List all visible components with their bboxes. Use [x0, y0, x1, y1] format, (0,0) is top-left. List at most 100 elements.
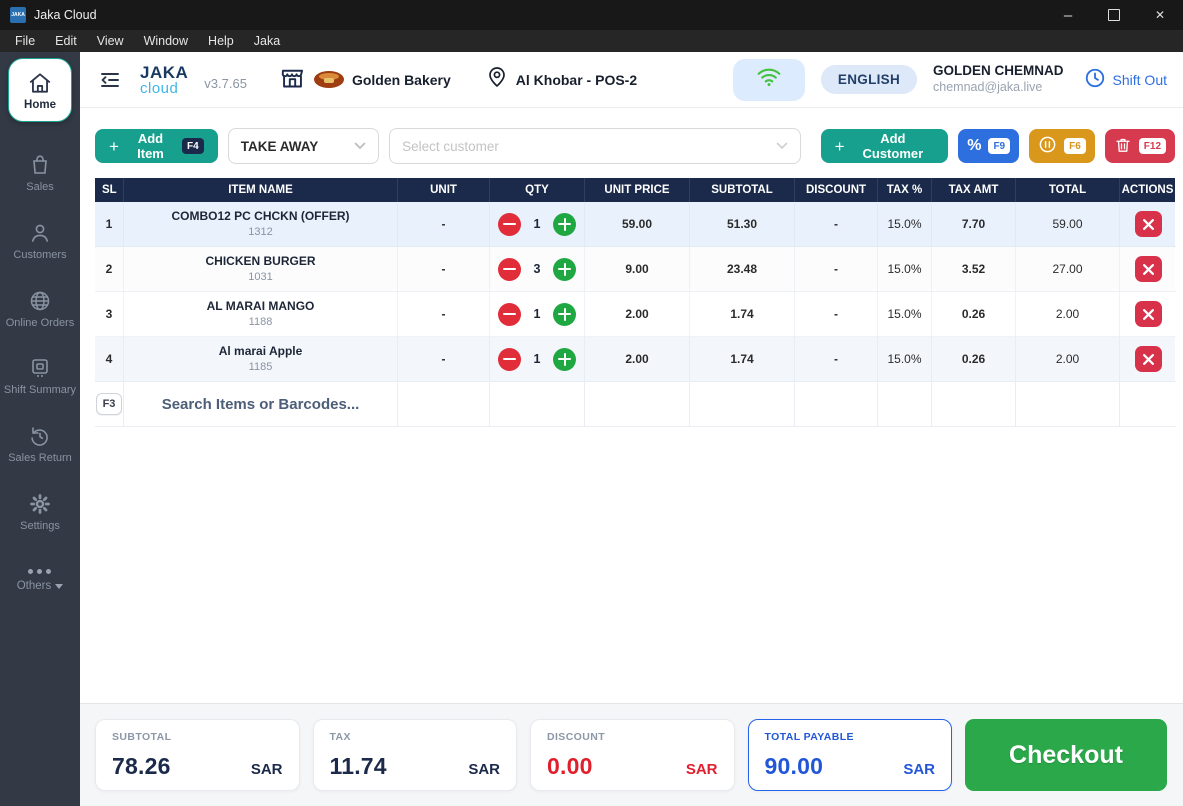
cell-subtotal: 1.74 — [690, 337, 795, 382]
column-header-0: SL — [95, 178, 124, 202]
cell-sl: 4 — [95, 337, 124, 382]
table-row: 1 COMBO12 PC CHCKN (OFFER) 1312 - 1 — [95, 202, 1176, 247]
wifi-status-button[interactable] — [732, 58, 805, 101]
discount-hotkey: F9 — [988, 138, 1011, 154]
language-selector[interactable]: ENGLISH — [820, 65, 918, 94]
hold-order-button[interactable]: F6 — [1029, 129, 1095, 163]
logo-main: JAKA — [140, 62, 189, 82]
remove-item-button[interactable] — [1134, 256, 1162, 282]
increase-qty-button[interactable] — [553, 257, 577, 281]
sidebar-item-label: Customers — [13, 248, 67, 261]
remove-item-button[interactable] — [1134, 301, 1162, 327]
sidebar-item-others[interactable]: Others — [16, 568, 64, 592]
item-name: CHICKEN BURGER — [205, 254, 316, 269]
sidebar-item-shift-summary[interactable]: Shift Summary — [4, 356, 76, 398]
column-header-9: TOTAL — [1016, 178, 1120, 202]
app-version: v3.7.65 — [204, 76, 247, 91]
menu-item-5[interactable]: Jaka — [253, 34, 281, 48]
close-button[interactable] — [1137, 0, 1183, 30]
chevron-down-icon — [55, 580, 63, 592]
add-customer-button[interactable]: Add Customer — [820, 129, 949, 163]
item-name: AL MARAI MANGO — [206, 299, 315, 314]
decrease-qty-button[interactable] — [497, 347, 521, 371]
sidebar-others-label: Others — [16, 579, 52, 592]
sidebar-item-home[interactable]: Home — [8, 58, 72, 122]
cell-actions — [1120, 337, 1176, 382]
item-code: 1188 — [248, 315, 273, 328]
cell-unit-price: 9.00 — [585, 247, 690, 292]
cell-item-name: COMBO12 PC CHCKN (OFFER) 1312 — [124, 202, 398, 247]
menu-item-4[interactable]: Help — [208, 34, 234, 48]
shopping-bag-icon — [28, 153, 52, 177]
cell-tax-amt: 7.70 — [932, 202, 1016, 247]
remove-item-button[interactable] — [1134, 211, 1162, 237]
clear-hotkey: F12 — [1138, 138, 1167, 154]
cell-unit: - — [398, 337, 490, 382]
increase-qty-button[interactable] — [553, 347, 577, 371]
total-payable-card: TOTAL PAYABLE 90.00 SAR — [747, 719, 952, 791]
cell-total: 59.00 — [1016, 202, 1120, 247]
register-icon — [28, 356, 52, 380]
store-name: Golden Bakery — [351, 71, 451, 88]
wifi-icon — [756, 66, 782, 93]
minimize-button[interactable] — [1045, 0, 1091, 30]
menu-item-0[interactable]: File — [15, 34, 36, 48]
shift-out-label: Shift Out — [1112, 71, 1167, 88]
tax-card: TAX 11.74 SAR — [312, 719, 517, 791]
item-search-input[interactable]: Search Items or Barcodes... — [124, 382, 398, 427]
remove-item-button[interactable] — [1134, 346, 1162, 372]
menu-item-1[interactable]: Edit — [55, 34, 77, 48]
sidebar-item-customers[interactable]: Customers — [13, 221, 67, 263]
sidebar-item-label: Home — [24, 98, 56, 111]
customer-select[interactable]: Select customer — [389, 128, 801, 164]
menu-item-3[interactable]: Window — [143, 34, 189, 48]
discount-button[interactable]: F9 — [958, 129, 1020, 163]
cell-tax-pct: 15.0% — [878, 247, 932, 292]
cell-tax-pct: 15.0% — [878, 202, 932, 247]
sidebar-item-online-orders[interactable]: Online Orders — [6, 289, 74, 331]
sidebar-item-sales[interactable]: Sales — [26, 153, 54, 195]
item-search-row: F3 Search Items or Barcodes... — [95, 382, 1176, 427]
item-name: COMBO12 PC CHCKN (OFFER) — [171, 209, 350, 224]
discount-currency: SAR — [685, 761, 718, 778]
column-header-10: ACTIONS — [1120, 178, 1176, 202]
table-row: 3 AL MARAI MANGO 1188 - 1 — [95, 292, 1176, 337]
store-icon — [279, 64, 306, 96]
user-info: GOLDEN CHEMNAD chemnad@jaka.live — [933, 63, 1064, 96]
sidebar-item-label: Sales Return — [8, 452, 72, 464]
menu-item-2[interactable]: View — [96, 34, 124, 48]
order-type-select[interactable]: TAKE AWAY — [227, 128, 380, 164]
sidebar-item-label: Online Orders — [5, 316, 75, 329]
search-placeholder: Search Items or Barcodes... — [161, 395, 360, 413]
chevron-down-icon — [776, 137, 788, 155]
item-code: 1312 — [248, 225, 273, 238]
decrease-qty-button[interactable] — [497, 302, 521, 326]
column-header-8: TAX AMT — [932, 178, 1016, 202]
subtotal-card: SUBTOTAL 78.26 SAR — [95, 719, 300, 791]
total-payable-label: TOTAL PAYABLE — [764, 731, 854, 743]
clear-order-button[interactable]: F12 — [1104, 129, 1176, 163]
maximize-button[interactable] — [1091, 0, 1137, 30]
increase-qty-button[interactable] — [553, 212, 577, 236]
app-logo: JAKA cloud — [140, 64, 188, 96]
order-type-value: TAKE AWAY — [240, 138, 319, 154]
add-customer-label: Add Customer — [862, 131, 924, 161]
decrease-qty-button[interactable] — [497, 212, 521, 236]
checkout-button[interactable]: Checkout — [965, 719, 1167, 791]
sidebar-item-sales-return[interactable]: Sales Return — [8, 424, 72, 466]
add-item-hotkey: F4 — [182, 138, 204, 154]
toolbar: Add Item F4 TAKE AWAY Select customer — [95, 128, 1176, 164]
cell-subtotal: 23.48 — [690, 247, 795, 292]
decrease-qty-button[interactable] — [497, 257, 521, 281]
sidebar-item-settings[interactable]: Settings — [20, 492, 60, 534]
total-payable-currency: SAR — [903, 761, 935, 778]
collapse-menu-icon[interactable] — [98, 68, 122, 92]
cell-sl: 2 — [95, 247, 124, 292]
add-item-button[interactable]: Add Item F4 — [95, 129, 218, 163]
cell-actions — [1120, 202, 1176, 247]
increase-qty-button[interactable] — [553, 302, 577, 326]
shift-out-button[interactable]: Shift Out — [1084, 67, 1167, 92]
cell-unit-price: 2.00 — [585, 292, 690, 337]
home-icon — [27, 70, 53, 96]
item-code: 1031 — [248, 270, 273, 283]
